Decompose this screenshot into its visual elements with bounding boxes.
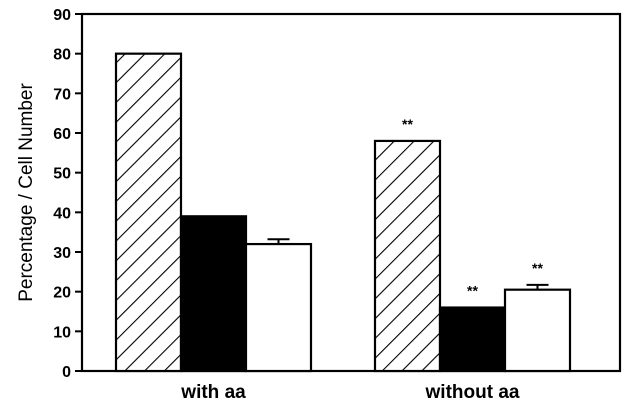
bar xyxy=(438,306,507,373)
bar xyxy=(179,215,248,373)
y-tick-label: 50 xyxy=(53,166,71,183)
bar xyxy=(114,52,183,373)
significance-label: ** xyxy=(467,283,478,299)
y-tick-label: 20 xyxy=(53,285,71,302)
y-tick-label: 70 xyxy=(53,86,71,103)
plot-area: 0 10 20 30 40 50 60 70 80 90 with aa ** ** ** without … xyxy=(53,7,622,403)
y-axis-title: Percentage / Cell Number xyxy=(16,83,37,302)
plot-frame xyxy=(80,12,622,373)
bar xyxy=(373,139,442,373)
y-tick-label: 40 xyxy=(53,205,71,222)
y-tick-label: 90 xyxy=(53,7,71,24)
bar xyxy=(503,288,572,373)
y-tick-label: 80 xyxy=(53,47,71,64)
significance-label: ** xyxy=(532,260,543,276)
y-tick-label: 30 xyxy=(53,245,71,262)
significance-label: ** xyxy=(402,116,413,132)
y-tick-label: 0 xyxy=(62,364,71,381)
x-category-label: with aa xyxy=(180,382,246,403)
y-tick-label: 10 xyxy=(53,324,71,341)
bar xyxy=(244,242,313,373)
x-category-label: without aa xyxy=(425,382,520,403)
y-tick-label: 60 xyxy=(53,126,71,143)
